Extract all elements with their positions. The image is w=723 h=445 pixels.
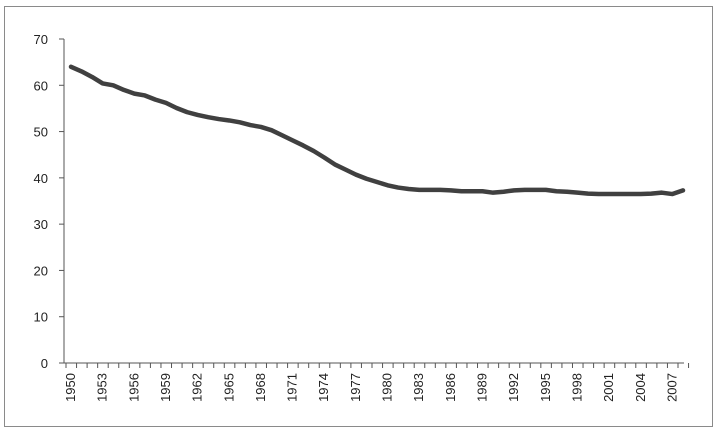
- chart-area: [4, 6, 713, 427]
- x-tick-label: 1959: [158, 373, 173, 402]
- x-tick-label: 1989: [475, 373, 490, 402]
- x-tick-label: 1977: [348, 373, 363, 402]
- x-tick-label: 2007: [664, 373, 679, 402]
- y-tick-label: 40: [34, 171, 48, 186]
- y-axis: 0 10 20 30 40 50 60 70: [34, 32, 65, 371]
- x-tick-label: 1986: [443, 373, 458, 402]
- y-tick-label: 60: [34, 78, 48, 93]
- x-tick-label: 1956: [126, 373, 141, 402]
- x-tick-label: 1968: [253, 373, 268, 402]
- y-tick-label: 20: [34, 263, 48, 278]
- x-tick-label: 1992: [506, 373, 521, 402]
- series-group: [68, 64, 686, 197]
- x-tick-label: 1983: [411, 373, 426, 402]
- x-tick-label: 1974: [316, 373, 331, 402]
- x-tick-label: 2004: [633, 373, 648, 402]
- x-tick-label: 1980: [380, 373, 395, 402]
- x-tick-label: 1998: [569, 373, 584, 402]
- x-tick-label: 1971: [285, 373, 300, 402]
- y-tick-label: 70: [34, 32, 48, 47]
- y-tick-label: 50: [34, 125, 48, 140]
- y-tick-label: 10: [34, 310, 48, 325]
- x-tick-label: 1995: [538, 373, 553, 402]
- x-tick-label: 2001: [601, 373, 616, 402]
- x-tick-label: 1953: [95, 373, 110, 402]
- x-axis: 1950 1953 1956 1959 1962 1965 1968 1971 1974 1977…: [63, 362, 690, 402]
- y-tick-label: 30: [34, 217, 48, 232]
- x-tick-label: 1962: [190, 373, 205, 402]
- series-line: [68, 64, 686, 197]
- x-tick-label: 1950: [63, 373, 78, 402]
- x-tick-label: 1965: [221, 373, 236, 402]
- y-tick-label: 0: [41, 356, 48, 371]
